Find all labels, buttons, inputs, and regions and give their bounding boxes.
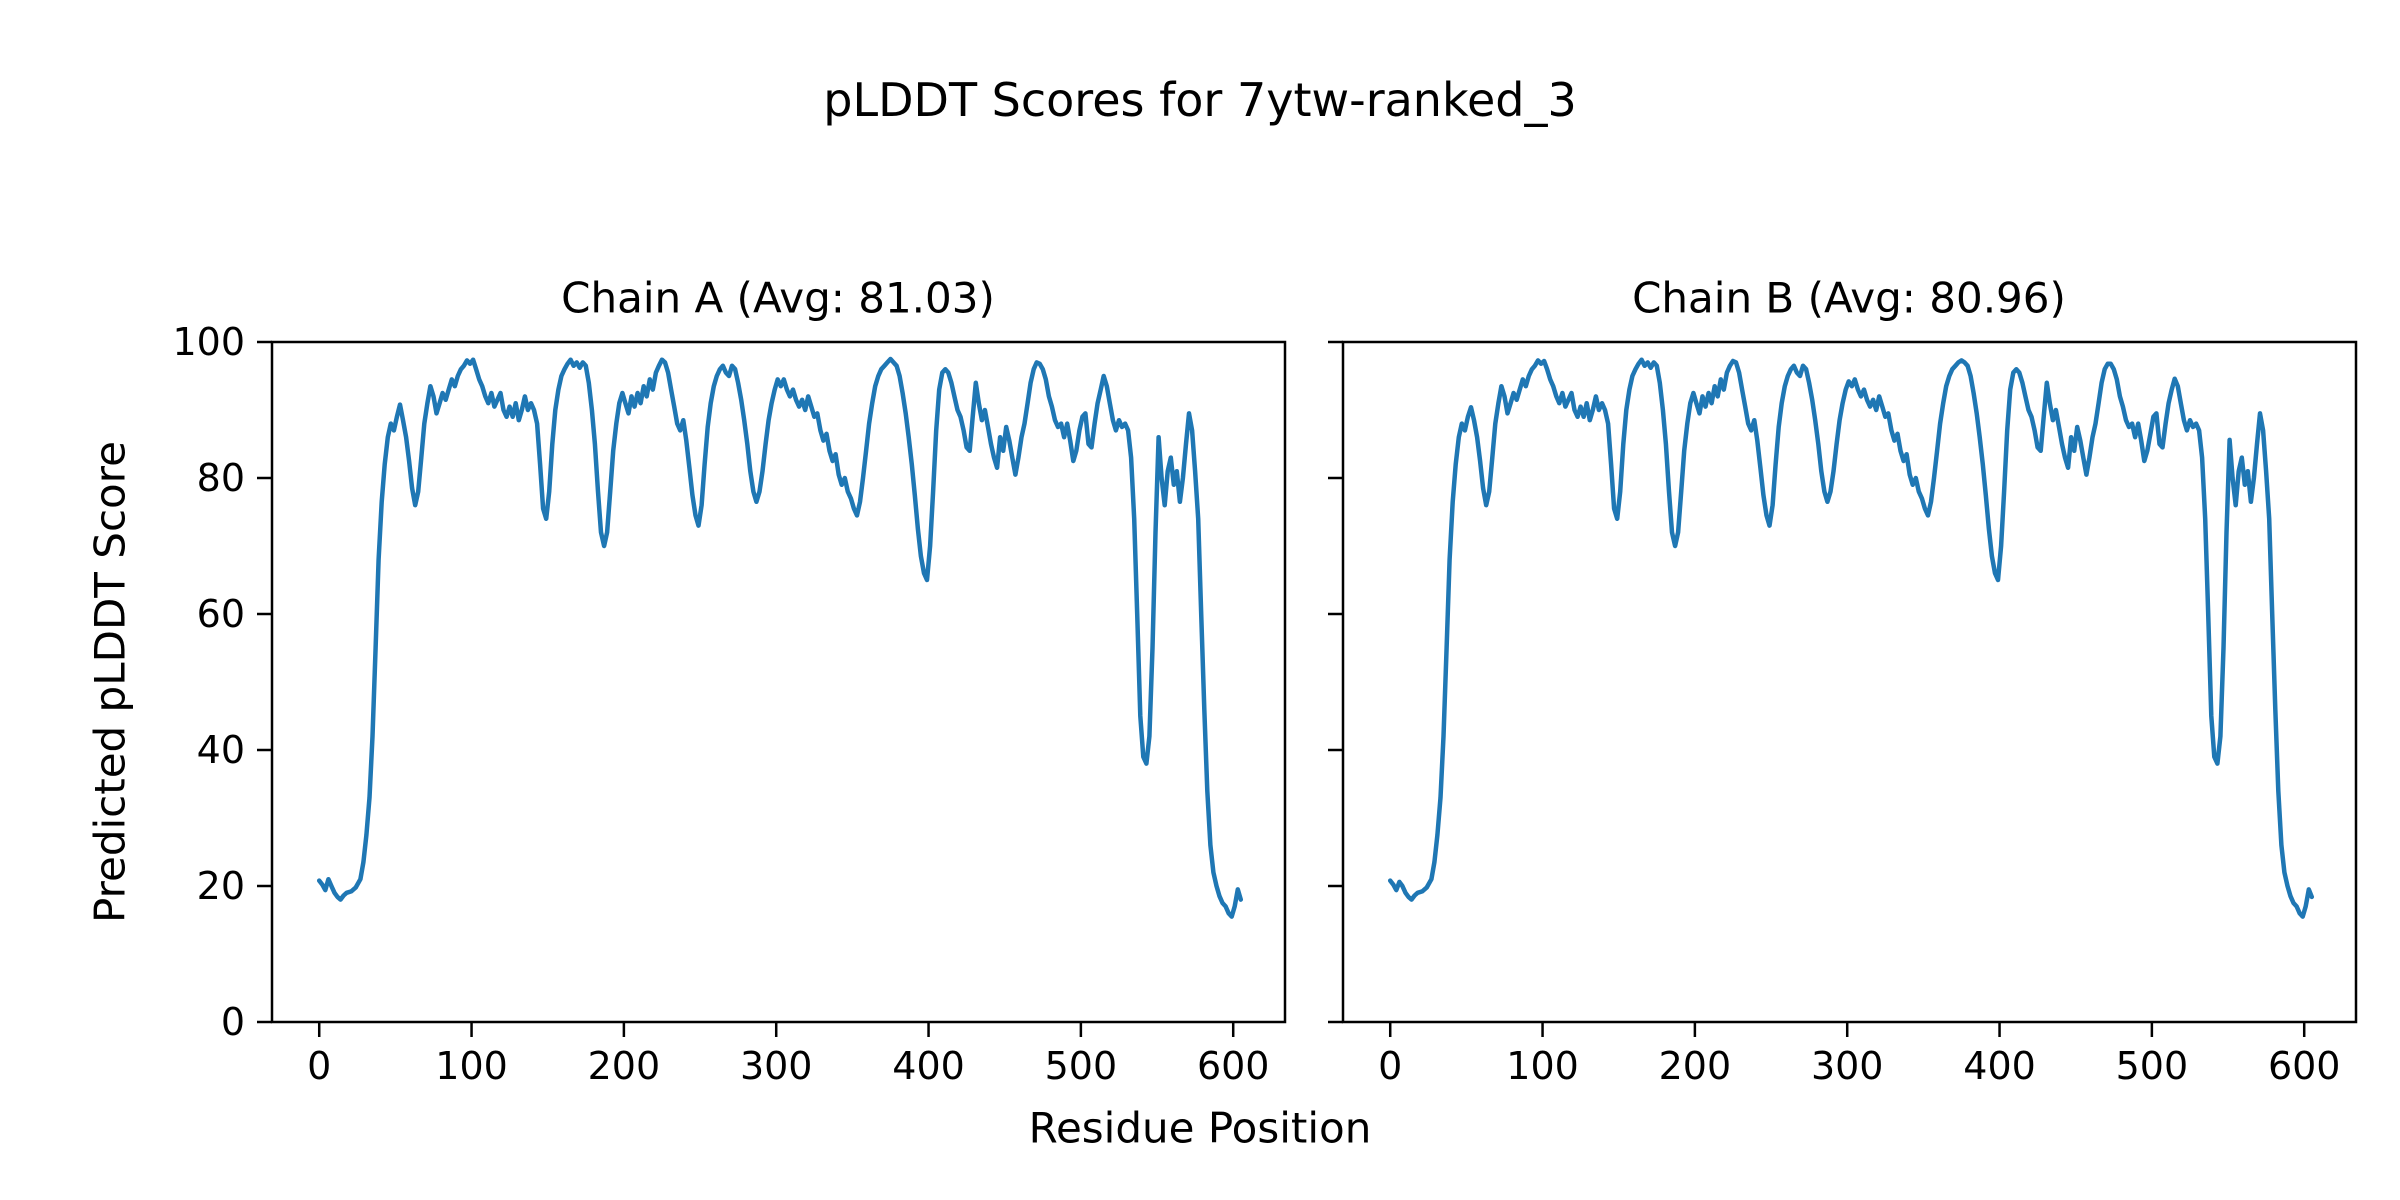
subplot-title-chain-b: Chain B (Avg: 80.96) [1632,273,2066,323]
y-tick-label: 80 [197,456,245,500]
x-tick-label: 0 [307,1044,331,1088]
x-tick-label: 300 [1811,1044,1884,1088]
x-tick-label: 300 [740,1044,813,1088]
axes-chain-b: 0 100 200 300 400 500 600 [1328,340,2358,1088]
y-tick-label: 0 [221,1000,245,1044]
axes-chain-a: 0 100 200 300 400 500 600 0 20 40 60 80 100 [172,320,1287,1088]
x-axis-label: Residue Position [1028,1103,1372,1153]
x-tick-label: 200 [588,1044,661,1088]
plot-frame [1341,340,2358,1024]
x-tick-label: 100 [1506,1044,1579,1088]
x-tick-label: 500 [1045,1044,1118,1088]
x-tick-label: 600 [1197,1044,1270,1088]
plot-frame [270,340,1287,1024]
plddt-line-chain-a [316,356,1244,919]
x-tick-label: 500 [2116,1044,2189,1088]
y-axis-label: Predicted pLDDT Score [85,441,135,923]
y-tick-label: 100 [172,320,245,364]
x-tick-label: 400 [892,1044,965,1088]
figure-title: pLDDT Scores for 7ytw-ranked_3 [823,73,1577,127]
y-tick-label: 20 [197,864,245,908]
x-tick-label: 600 [2268,1044,2341,1088]
y-tick-label: 40 [197,728,245,772]
x-tick-label: 0 [1378,1044,1402,1088]
subplot-title-chain-a: Chain A (Avg: 81.03) [561,273,995,323]
x-tick-label: 100 [435,1044,508,1088]
x-tick-label: 400 [1963,1044,2036,1088]
x-tick-label: 200 [1659,1044,1732,1088]
y-tick-label: 60 [197,592,245,636]
plddt-line-chain-b [1387,357,2315,919]
